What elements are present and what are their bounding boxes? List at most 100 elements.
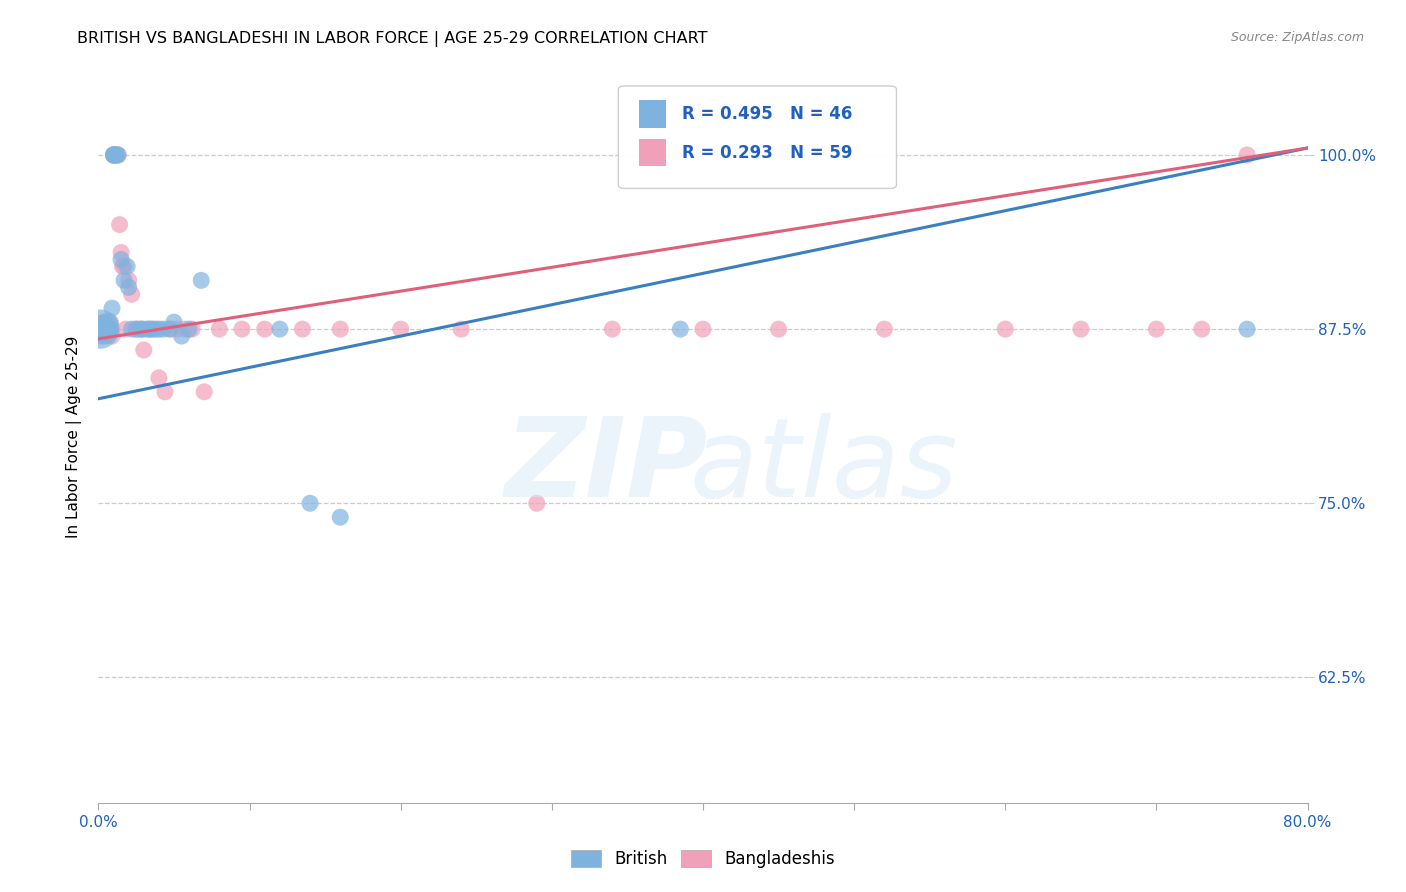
- Point: [89, 322, 111, 336]
- Point: [166, 322, 188, 336]
- Point: [104, 148, 127, 162]
- Point: [152, 322, 174, 336]
- Point: [103, 148, 125, 162]
- Point: [110, 245, 132, 260]
- Point: [190, 273, 212, 287]
- Text: Source: ZipAtlas.com: Source: ZipAtlas.com: [1230, 31, 1364, 45]
- Point: [141, 322, 163, 336]
- Point: [118, 273, 141, 287]
- Point: [90, 322, 112, 336]
- Point: [103, 148, 125, 162]
- Point: [89, 322, 111, 336]
- Point: [159, 322, 181, 336]
- Point: [329, 510, 352, 524]
- Point: [112, 273, 135, 287]
- Point: [103, 148, 125, 162]
- Point: [90, 329, 112, 343]
- Point: [291, 322, 314, 336]
- Point: [98, 315, 121, 329]
- FancyBboxPatch shape: [619, 86, 897, 188]
- Point: [93, 322, 115, 336]
- Point: [231, 322, 253, 336]
- Point: [208, 322, 231, 336]
- Point: [692, 322, 714, 336]
- Point: [101, 301, 124, 316]
- Point: [299, 496, 322, 510]
- Point: [145, 322, 167, 336]
- Point: [112, 260, 135, 274]
- Point: [91, 322, 114, 336]
- Point: [602, 322, 624, 336]
- Point: [873, 322, 896, 336]
- Point: [100, 322, 122, 336]
- Point: [94, 329, 117, 343]
- Point: [153, 384, 176, 399]
- Point: [103, 148, 125, 162]
- Point: [994, 322, 1017, 336]
- Point: [269, 322, 291, 336]
- Point: [96, 322, 118, 336]
- Point: [115, 260, 138, 274]
- Point: [121, 322, 143, 336]
- Point: [129, 322, 152, 336]
- Point: [132, 322, 155, 336]
- Point: [98, 322, 121, 336]
- Point: [98, 322, 121, 336]
- Point: [1191, 322, 1213, 336]
- Point: [125, 322, 148, 336]
- Text: atlas: atlas: [689, 413, 959, 520]
- Point: [103, 148, 125, 162]
- Point: [148, 322, 170, 336]
- Text: R = 0.495   N = 46: R = 0.495 N = 46: [682, 104, 853, 123]
- Point: [450, 322, 472, 336]
- Point: [170, 329, 193, 343]
- Point: [104, 148, 127, 162]
- Point: [96, 322, 118, 336]
- Point: [181, 322, 204, 336]
- Point: [91, 322, 114, 336]
- Point: [94, 322, 117, 336]
- Point: [107, 148, 129, 162]
- Point: [111, 260, 134, 274]
- Point: [136, 322, 159, 336]
- Point: [94, 322, 117, 336]
- Point: [105, 148, 128, 162]
- Point: [114, 322, 136, 336]
- Point: [96, 322, 118, 336]
- Point: [389, 322, 412, 336]
- Point: [160, 322, 183, 336]
- Point: [93, 315, 115, 329]
- Point: [105, 148, 128, 162]
- Point: [93, 315, 115, 329]
- Point: [90, 322, 112, 336]
- Point: [1236, 148, 1258, 162]
- Point: [136, 322, 159, 336]
- Point: [768, 322, 790, 336]
- Point: [121, 287, 143, 301]
- Point: [91, 322, 114, 336]
- Point: [132, 343, 155, 357]
- Text: BRITISH VS BANGLADESHI IN LABOR FORCE | AGE 25-29 CORRELATION CHART: BRITISH VS BANGLADESHI IN LABOR FORCE | …: [77, 31, 707, 47]
- Point: [90, 322, 112, 336]
- Text: ZIP: ZIP: [505, 413, 709, 520]
- Point: [96, 322, 118, 336]
- Point: [91, 322, 114, 336]
- Point: [100, 315, 122, 329]
- FancyBboxPatch shape: [638, 100, 665, 128]
- Point: [1236, 322, 1258, 336]
- Point: [193, 384, 215, 399]
- Point: [329, 322, 352, 336]
- Point: [91, 322, 114, 336]
- Point: [110, 252, 132, 267]
- Point: [179, 322, 201, 336]
- Point: [1144, 322, 1167, 336]
- Point: [163, 315, 186, 329]
- Text: R = 0.293   N = 59: R = 0.293 N = 59: [682, 144, 853, 161]
- Point: [100, 322, 122, 336]
- Point: [129, 322, 152, 336]
- Point: [253, 322, 276, 336]
- Point: [1070, 322, 1092, 336]
- Point: [142, 322, 165, 336]
- Point: [101, 329, 124, 343]
- Legend: British, Bangladeshis: British, Bangladeshis: [564, 843, 842, 875]
